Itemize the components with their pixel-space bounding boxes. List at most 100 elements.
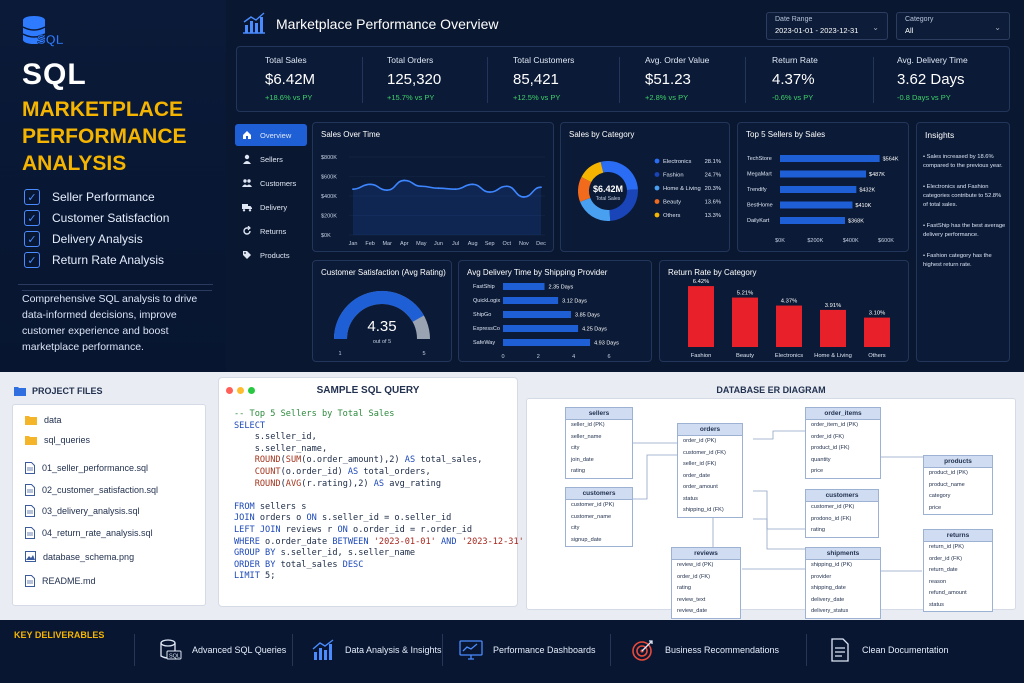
kpi-change: +2.8% vs PY — [645, 93, 689, 102]
nav-label: Customers — [260, 178, 297, 188]
deliverable-label: Data Analysis & Insights — [345, 645, 442, 655]
kpi-card: Total Customers 85,421 +12.5% vs PY — [513, 55, 633, 102]
gauge-min-label: 1 — [338, 351, 341, 357]
bar — [780, 186, 857, 193]
bar-category-label: DailyKart — [747, 218, 770, 224]
file-item[interactable]: 01_seller_performance.sql — [25, 462, 148, 474]
svg-text:SQL: SQL — [169, 654, 180, 660]
x-tick-label: 0 — [501, 354, 504, 360]
kpi-card: Total Sales $6.42M +18.6% vs PY — [265, 55, 385, 102]
nav-item-overview[interactable]: Overview — [235, 124, 307, 146]
kpi-strip: Total Sales $6.42M +18.6% vs PY Total Orde… — [236, 46, 1010, 112]
er-table-products: products product_id (PK) product_name cate… — [923, 455, 993, 515]
folder-icon — [14, 387, 26, 396]
bar — [503, 339, 591, 346]
checklist-item: ✓ Customer Satisfaction — [24, 210, 169, 226]
er-table-customers: customers customer_id (PK) customer_name c… — [565, 487, 633, 547]
file-item[interactable]: 04_return_rate_analysis.sql — [25, 527, 153, 539]
series-line — [352, 179, 542, 198]
truck-icon — [242, 204, 252, 212]
x-tick-label: Oct — [503, 241, 512, 247]
file-item[interactable]: README.md — [25, 575, 96, 587]
select-value: All — [905, 26, 914, 35]
file-icon — [25, 527, 35, 539]
nav-item-products[interactable]: Products — [235, 244, 307, 266]
file-icon — [25, 462, 35, 474]
bar-value-label: 4.37% — [781, 299, 797, 305]
chevron-down-icon: ⌄ — [994, 23, 1001, 32]
nav-item-sellers[interactable]: Sellers — [235, 148, 307, 170]
insight-item: • Electronics and Fashion categories con… — [923, 184, 1002, 208]
x-tick-label: Feb — [365, 241, 374, 247]
return-icon — [243, 226, 251, 235]
file-item-sql-queries[interactable]: sql_queries — [25, 435, 90, 445]
logo-text: SQL — [37, 32, 64, 47]
nav-item-delivery[interactable]: Delivery — [235, 196, 307, 218]
er-table-returns: returns return_id (PK) order_id (FK) retur… — [923, 529, 993, 612]
data-point — [488, 191, 491, 193]
legend-value: 28.1% — [705, 159, 721, 165]
folder-icon — [25, 436, 37, 445]
data-point — [454, 188, 457, 191]
file-item[interactable]: 02_customer_satisfaction.sql — [25, 484, 158, 496]
legend-value: 24.7% — [705, 173, 721, 179]
x-tick-label: May — [416, 241, 427, 247]
y-tick-label: $600K — [321, 175, 337, 181]
checklist-label: Return Rate Analysis — [52, 253, 165, 267]
kpi-change: +18.6% vs PY — [265, 93, 313, 102]
x-tick-label: Jan — [349, 241, 358, 247]
gauge-fill — [334, 291, 424, 340]
hero-subtitle-line: MARKETPLACE — [22, 98, 183, 121]
file-item-data[interactable]: data — [25, 415, 62, 425]
insights-panel: Insights • Sales increased by 18.6% comp… — [916, 122, 1010, 362]
x-tick-label: $0K — [775, 238, 785, 244]
nav-label: Products — [260, 250, 290, 260]
x-tick-label: Mar — [382, 241, 392, 247]
deliverable-label: Advanced SQL Queries — [192, 645, 287, 655]
x-tick-label: Jul — [452, 241, 459, 247]
deliverable-item: Clean Documentation — [828, 634, 949, 666]
kpi-card: Avg. Delivery Time 3.62 Days -0.8 Days vs … — [897, 55, 1017, 102]
check-icon: ✓ — [24, 231, 40, 247]
gauge-value: 4.35 — [367, 318, 396, 335]
x-tick-label: Fashion — [691, 353, 712, 359]
er-table-orders: orders order_id (PK) customer_id (FK) sell… — [677, 423, 743, 518]
x-tick-label: 4 — [572, 354, 575, 360]
file-item[interactable]: database_schema.png — [25, 551, 134, 562]
x-tick-label: Beauty — [736, 353, 754, 359]
insight-item: • Sales increased by 18.6% compared to t… — [923, 154, 1003, 169]
x-tick-label: Nov — [519, 241, 529, 247]
bar-category-label: QuickLogix — [473, 298, 500, 304]
bar-value-label: 3.85 Days — [575, 313, 600, 319]
data-point — [369, 183, 371, 186]
satisfaction-gauge: 4.35 out of 5 1 5 — [334, 291, 430, 357]
bar-value-label: 4.93 Days — [594, 341, 619, 347]
insight-item: • Fashion category has the highest retur… — [923, 253, 992, 268]
kpi-value: 3.62 Days — [897, 71, 965, 88]
data-point — [540, 186, 542, 189]
bar-category-label: ShipGo — [473, 312, 491, 318]
bar-value-label: 4.25 Days — [582, 327, 607, 333]
category-select[interactable]: Category All ⌄ — [896, 12, 1010, 40]
x-tick-label: 2 — [537, 354, 540, 360]
er-table-shipments: shipments shipping_id (PK) provider shippi… — [805, 547, 881, 619]
bar-value-label: 3.10% — [869, 311, 885, 317]
chart-title: Sales Over Time — [321, 130, 381, 139]
date-range-select[interactable]: Date Range 2023-01-01 - 2023-12-31 ⌄ — [766, 12, 888, 40]
kpi-value: 85,421 — [513, 71, 559, 88]
sales-line-chart: $800K $600K $400K $200K $0K Jan Feb Mar Apr May Ju… — [321, 155, 546, 247]
pie-slice — [580, 197, 611, 221]
nav-label: Delivery — [260, 202, 288, 212]
chart-title: Return Rate by Category — [668, 268, 757, 277]
document-icon — [831, 638, 849, 662]
legend-swatch — [654, 199, 660, 204]
nav-item-customers[interactable]: Customers — [235, 172, 307, 194]
bar — [780, 217, 846, 224]
kpi-label: Avg. Delivery Time — [897, 55, 968, 65]
bar — [503, 311, 572, 318]
deliverable-label: Clean Documentation — [862, 645, 949, 655]
hero-subtitle: MARKETPLACE PERFORMANCE ANALYSIS — [22, 96, 222, 177]
chart-title: Top 5 Sellers by Sales — [746, 130, 826, 139]
file-item[interactable]: 03_delivery_analysis.sql — [25, 505, 140, 517]
nav-item-returns[interactable]: Returns — [235, 220, 307, 242]
